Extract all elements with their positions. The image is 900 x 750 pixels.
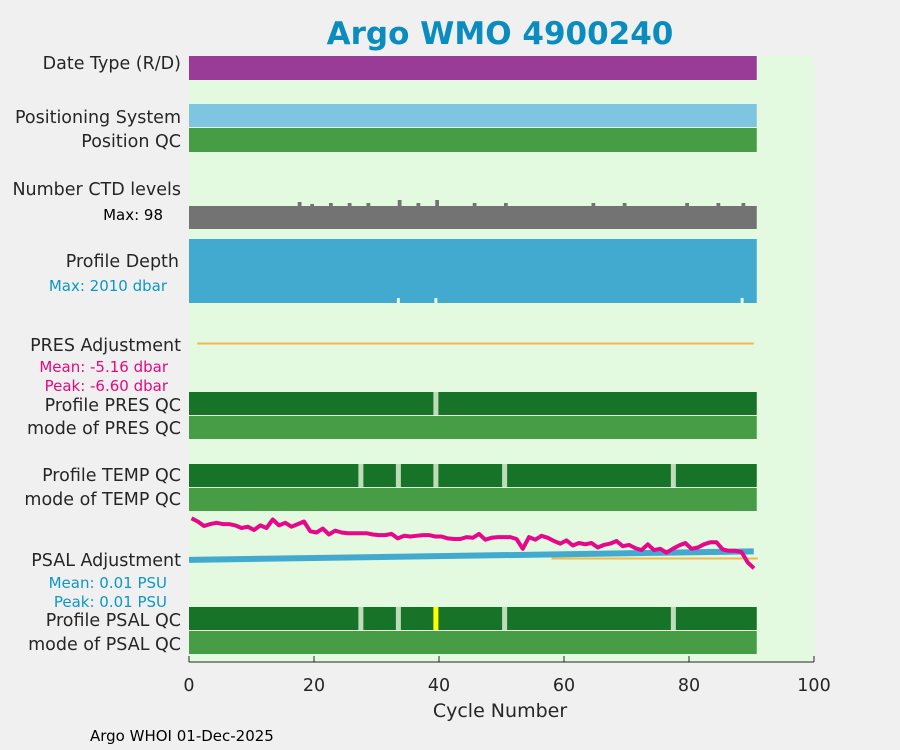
profile-psal-qc-bar [189, 607, 757, 630]
mode-temp-qc-bar [189, 488, 757, 511]
x-tick-label: 20 [303, 676, 325, 696]
label-profile-depth: Profile Depth [66, 252, 179, 272]
positioning-system-bar [189, 104, 757, 127]
label-psal-peak: Peak: 0.01 PSU [54, 593, 167, 611]
profile-psal-qc-gap [502, 607, 508, 630]
ctd-levels-spike [435, 200, 439, 206]
profile-psal-qc-flagged [433, 607, 439, 630]
ctd-levels-bar [189, 206, 757, 229]
label-positioning-system: Positioning System [15, 108, 181, 128]
x-tick-label: 0 [183, 676, 194, 696]
chart-title: Argo WMO 4900240 [327, 16, 674, 52]
psal-adjustment-line [188, 548, 754, 563]
ctd-levels-spike [366, 203, 371, 206]
ctd-levels-spike [716, 203, 721, 206]
footer-text: Argo WHOI 01-Dec-2025 [90, 727, 274, 745]
ctd-levels-spike [297, 202, 302, 206]
ctd-levels-spike [397, 200, 402, 206]
label-psal-adjustment: PSAL Adjustment [31, 551, 181, 571]
label-position-qc: Position QC [81, 132, 181, 152]
ctd-levels-spike [347, 203, 352, 206]
date-type-bar [189, 56, 757, 80]
timeline-rows [188, 56, 758, 654]
label-mode-pres-qc: mode of PRES QC [27, 419, 181, 439]
profile-psal-qc-gap [670, 607, 676, 630]
profile-temp-qc-bar [189, 464, 757, 487]
profile-temp-qc-gap [358, 464, 364, 487]
ctd-levels-spike [622, 203, 627, 206]
label-ctd-levels: Number CTD levels [12, 180, 181, 200]
x-tick-label: 80 [678, 676, 700, 696]
ctd-levels-spike [310, 204, 314, 206]
label-depth-max: Max: 2010 dbar [49, 277, 168, 295]
temp-profile-line [190, 516, 756, 570]
label-ctd-max: Max: 98 [103, 206, 163, 224]
profile-pres-qc-gap [433, 392, 439, 415]
mode-pres-qc-bar [189, 416, 757, 439]
label-pres-adjustment: PRES Adjustment [30, 336, 181, 356]
profile-depth-bar [189, 239, 757, 303]
row-labels: Date Type (R/D) Positioning System Posit… [12, 54, 181, 655]
x-axis: 0 20 40 60 80 100 [183, 656, 831, 696]
ctd-levels-spike [741, 203, 746, 206]
profile-pres-qc-bar [189, 392, 757, 415]
profile-temp-qc-gap [670, 464, 676, 487]
label-pres-peak: Peak: -6.60 dbar [45, 377, 169, 395]
label-date-type: Date Type (R/D) [43, 54, 181, 74]
x-tick-label: 60 [553, 676, 575, 696]
profile-psal-qc-gap [395, 607, 401, 630]
profile-psal-qc-gap [358, 607, 364, 630]
ctd-levels-spike [329, 203, 333, 206]
position-qc-bar [189, 128, 757, 152]
ctd-levels-spike [416, 203, 421, 206]
label-mode-psal-qc: mode of PSAL QC [28, 635, 181, 655]
x-tick-label: 40 [428, 676, 450, 696]
label-profile-pres-qc: Profile PRES QC [45, 396, 181, 416]
profile-temp-qc-gap [502, 464, 508, 487]
ctd-levels-spike [504, 203, 508, 206]
ctd-levels-spike [472, 203, 477, 206]
profile-depth-notch [396, 298, 400, 303]
profile-depth-notch [740, 298, 744, 303]
profile-temp-qc-gap [433, 464, 439, 487]
label-pres-mean: Mean: -5.16 dbar [39, 358, 169, 376]
label-profile-psal-qc: Profile PSAL QC [46, 611, 181, 631]
ctd-levels-spike [591, 203, 596, 206]
mode-psal-qc-bar [189, 631, 757, 654]
x-tick-label: 100 [797, 676, 830, 696]
profile-temp-qc-gap [395, 464, 401, 487]
profile-depth-notch [434, 298, 438, 303]
label-psal-mean: Mean: 0.01 PSU [49, 574, 167, 592]
label-profile-temp-qc: Profile TEMP QC [42, 466, 181, 486]
x-axis-label: Cycle Number [433, 700, 567, 722]
ctd-levels-spike [685, 203, 689, 206]
label-mode-temp-qc: mode of TEMP QC [24, 490, 181, 510]
